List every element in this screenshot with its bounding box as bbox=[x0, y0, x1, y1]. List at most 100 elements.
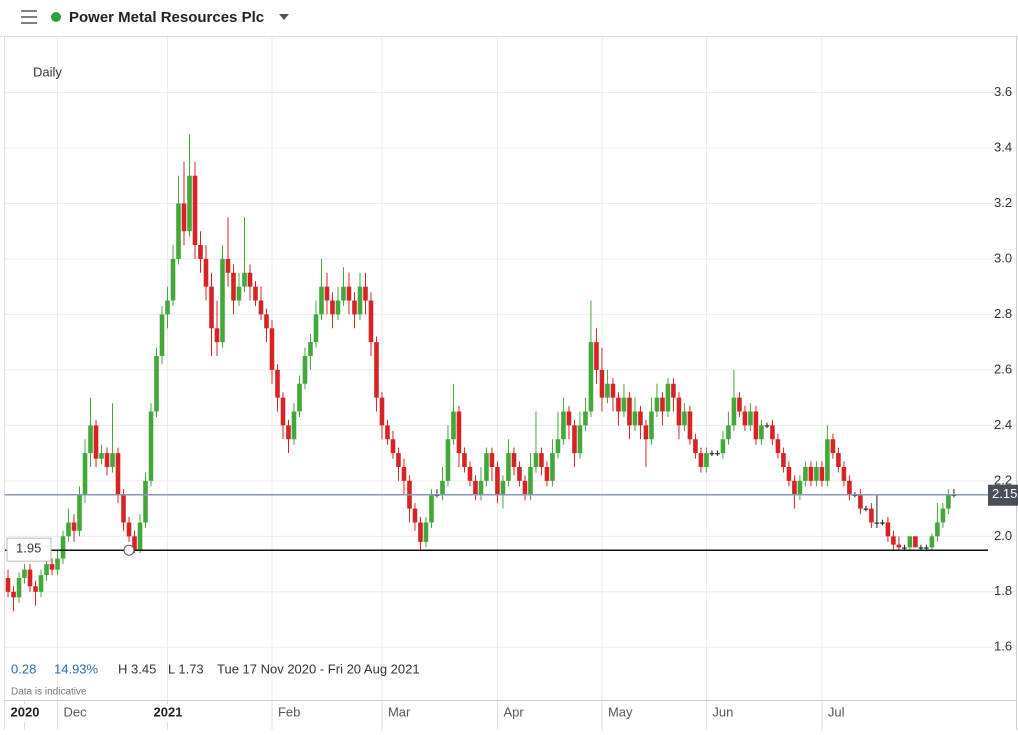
candle-body bbox=[121, 494, 126, 523]
candle-body bbox=[66, 522, 71, 537]
candle-body bbox=[478, 480, 484, 495]
y-tick-label: 2.0 bbox=[994, 528, 1012, 543]
candle-body bbox=[159, 314, 165, 357]
candle-body bbox=[588, 342, 594, 412]
candle-body bbox=[308, 342, 313, 357]
candle-body bbox=[385, 425, 390, 440]
x-label-bg bbox=[7, 704, 42, 722]
candle-body bbox=[924, 547, 929, 549]
status-dot bbox=[51, 12, 61, 22]
candle-body bbox=[44, 564, 49, 576]
candle-body bbox=[880, 522, 885, 524]
candle-body bbox=[847, 480, 852, 495]
candle-body bbox=[357, 286, 363, 315]
candle-body bbox=[390, 439, 396, 454]
candle-body bbox=[379, 397, 385, 426]
candle-body bbox=[126, 522, 132, 537]
candle-body bbox=[869, 508, 874, 523]
last-price-box bbox=[988, 484, 1018, 506]
candle-body bbox=[649, 411, 654, 440]
candle-body bbox=[671, 383, 676, 398]
y-tick-label: 1.6 bbox=[994, 639, 1012, 654]
candle-body bbox=[940, 508, 946, 523]
high-stat: H 3.45 bbox=[118, 661, 156, 676]
candle-body bbox=[71, 522, 77, 531]
candle-body bbox=[539, 453, 544, 467]
candle-body bbox=[687, 411, 693, 440]
candle-body bbox=[814, 466, 819, 481]
candle-body bbox=[863, 508, 869, 510]
candle-body bbox=[918, 547, 924, 549]
low-stat: L 1.73 bbox=[168, 661, 204, 676]
candle-body bbox=[99, 453, 104, 459]
candle-body bbox=[946, 494, 951, 509]
candle-body bbox=[907, 536, 913, 548]
menu-button[interactable] bbox=[21, 10, 37, 24]
candle-body bbox=[462, 453, 467, 467]
candle-body bbox=[737, 397, 742, 412]
candle-body bbox=[49, 564, 55, 570]
candle-body bbox=[929, 536, 935, 548]
y-tick-label: 2.6 bbox=[994, 361, 1012, 376]
candle-body bbox=[720, 439, 726, 454]
candle-body bbox=[841, 466, 847, 481]
candle-body bbox=[808, 466, 814, 481]
candle-body bbox=[335, 300, 341, 315]
candle-body bbox=[693, 439, 698, 454]
last-price-label: 2.15 bbox=[992, 486, 1017, 501]
candle-body bbox=[352, 300, 357, 315]
candle-body bbox=[599, 369, 605, 398]
candle-body bbox=[522, 480, 528, 495]
level-handle[interactable] bbox=[123, 544, 135, 556]
candle-body bbox=[830, 439, 836, 454]
candle-body bbox=[214, 328, 220, 343]
x-tick-label: Dec bbox=[64, 704, 88, 719]
candle-body bbox=[759, 425, 764, 440]
candle-body bbox=[93, 425, 99, 459]
candle-body bbox=[269, 328, 275, 370]
dropdown-arrow[interactable] bbox=[279, 14, 289, 20]
y-tick-label: 3.4 bbox=[994, 139, 1012, 154]
candle-body bbox=[412, 508, 418, 523]
candle-body bbox=[231, 272, 236, 301]
candle-body bbox=[698, 453, 704, 467]
candle-body bbox=[913, 536, 918, 548]
y-tick-label: 2.4 bbox=[994, 417, 1012, 432]
candle-body bbox=[137, 522, 143, 551]
candle-body bbox=[566, 411, 572, 426]
candle-body bbox=[495, 466, 500, 495]
candle-body bbox=[143, 480, 148, 523]
candle-body bbox=[896, 544, 902, 548]
candle-body bbox=[621, 397, 627, 412]
candle-body bbox=[451, 411, 456, 440]
candle-body bbox=[786, 466, 792, 481]
candle-body bbox=[836, 453, 841, 467]
candle-body bbox=[632, 411, 638, 426]
x-tick-label: Feb bbox=[278, 704, 300, 719]
candle-body bbox=[275, 369, 280, 398]
candle-body bbox=[500, 480, 506, 495]
candle-body bbox=[192, 175, 198, 246]
candle-body bbox=[819, 466, 825, 481]
candle-body bbox=[132, 536, 137, 551]
candle-body bbox=[456, 411, 462, 454]
candle-body bbox=[429, 494, 434, 523]
candle-body bbox=[726, 425, 731, 440]
candle-body bbox=[165, 300, 170, 315]
x-tick-label: Mar bbox=[388, 704, 411, 719]
instrument-title[interactable]: Power Metal Resources Plc bbox=[69, 9, 264, 26]
candle-body bbox=[825, 439, 830, 481]
candle-body bbox=[236, 286, 242, 301]
candle-body bbox=[297, 383, 302, 412]
candle-body bbox=[533, 453, 539, 467]
candle-body bbox=[82, 453, 88, 495]
candle-body bbox=[858, 494, 863, 509]
candle-body bbox=[313, 314, 319, 343]
candle-body bbox=[198, 245, 203, 259]
candle-body bbox=[418, 522, 423, 542]
candle-body bbox=[22, 569, 27, 578]
y-tick-label: 2.2 bbox=[994, 472, 1012, 487]
candle-body bbox=[247, 272, 253, 287]
disclaimer: Data is indicative bbox=[11, 687, 87, 698]
candle-body bbox=[368, 300, 374, 343]
